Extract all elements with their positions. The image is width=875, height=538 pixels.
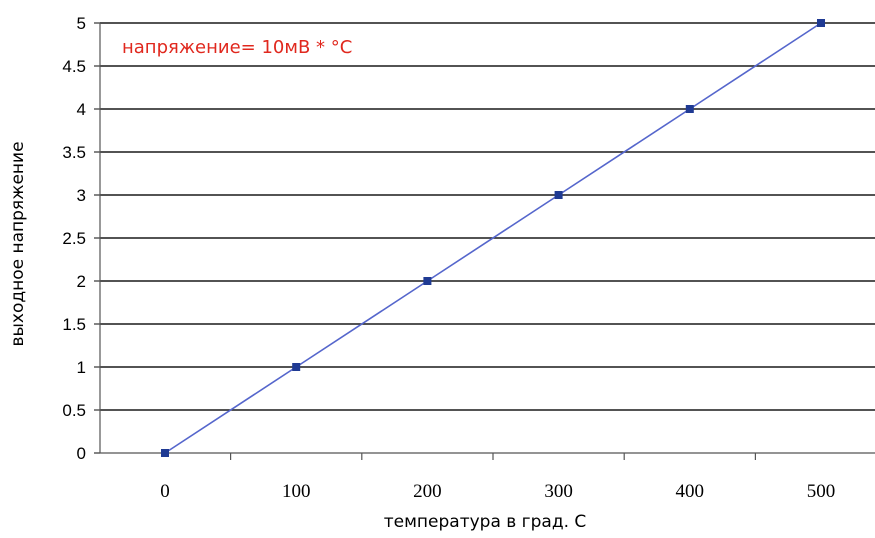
x-tick-label-2: 200 xyxy=(413,481,442,502)
y-tick-label-6: 3 xyxy=(77,186,86,205)
y-tick-label-9: 4.5 xyxy=(62,57,86,76)
data-point-5 xyxy=(817,19,825,27)
y-tick-label-10: 5 xyxy=(77,14,86,33)
x-tick-labels: 0 100 200 300 400 500 xyxy=(160,481,835,502)
x-tick-label-4: 400 xyxy=(676,481,705,502)
data-point-0 xyxy=(161,449,169,457)
data-point-3 xyxy=(554,191,563,199)
x-axis-title: температура в град. С xyxy=(384,512,587,532)
x-tick-label-5: 500 xyxy=(807,481,836,502)
y-tick-label-5: 2.5 xyxy=(62,229,86,248)
y-tick-label-8: 4 xyxy=(77,100,86,119)
y-tick-label-2: 1 xyxy=(77,358,86,377)
y-tick-label-7: 3.5 xyxy=(62,143,86,162)
gridlines xyxy=(100,22,875,411)
annotation-formula: напряжение= 10мВ * °C xyxy=(122,37,352,58)
y-tick-label-1: 0.5 xyxy=(62,401,86,420)
x-tick-label-3: 300 xyxy=(544,481,573,502)
y-tick-label-0: 0 xyxy=(77,444,86,463)
y-tick-label-4: 2 xyxy=(77,272,86,291)
x-tick-label-0: 0 xyxy=(160,481,170,502)
axes xyxy=(94,22,875,460)
y-tick-label-3: 1.5 xyxy=(62,315,86,334)
data-point-1 xyxy=(292,363,301,371)
series-line-0 xyxy=(164,22,822,454)
data-point-2 xyxy=(423,277,432,285)
data-point-4 xyxy=(685,105,694,113)
y-tick-labels: 0 0.5 1 1.5 2 2.5 3 3.5 4 4.5 5 xyxy=(62,14,86,463)
series-group xyxy=(161,19,825,457)
y-axis-title: выходное напряжение xyxy=(8,141,28,346)
x-tick-label-1: 100 xyxy=(282,481,311,502)
